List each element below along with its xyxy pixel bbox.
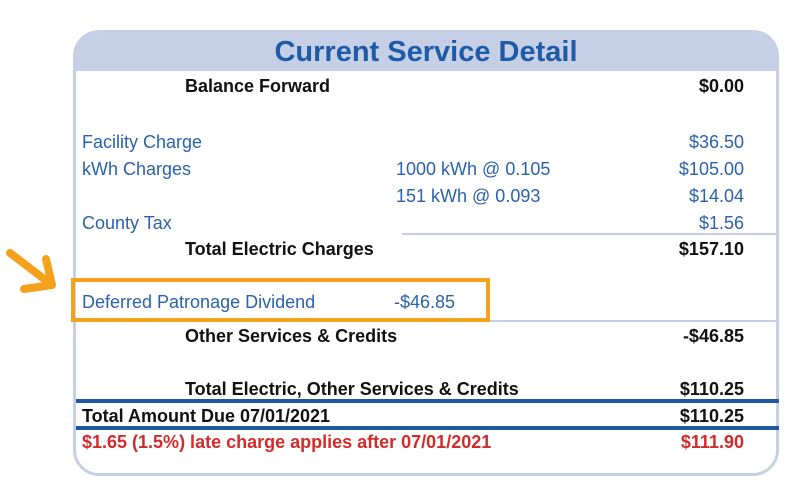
arrow-icon xyxy=(6,249,56,293)
page-title: Current Service Detail xyxy=(274,36,578,68)
county-tax-label: County Tax xyxy=(82,213,172,233)
total-electric-amount: $157.10 xyxy=(678,239,744,259)
dividend-amount: -$46.85 xyxy=(394,292,456,312)
kwh-tier-2-detail: 151 kWh @ 0.093 xyxy=(396,186,541,206)
balance-forward-amount: $0.00 xyxy=(698,76,744,96)
total-combined-amount: $110.25 xyxy=(679,379,744,399)
total-due-label: Total Amount Due 07/01/2021 xyxy=(82,406,331,426)
other-services-amount: -$46.85 xyxy=(682,326,744,346)
total-due-amount: $110.25 xyxy=(679,406,744,426)
total-electric-label: Total Electric Charges xyxy=(185,239,374,259)
divider xyxy=(76,426,779,430)
balance-forward-label: Balance Forward xyxy=(185,76,331,96)
divider xyxy=(402,233,778,235)
dividend-highlight-box xyxy=(71,278,490,322)
other-services-label: Other Services & Credits xyxy=(185,326,398,346)
kwh-tier-1-detail: 1000 kWh @ 0.105 xyxy=(396,159,551,179)
header-band xyxy=(76,33,776,71)
facility-charge-amount: $36.50 xyxy=(688,132,744,152)
kwh-tier-1-amount: $105.00 xyxy=(678,159,744,179)
late-charge-label: $1.65 (1.5%) late charge applies after 0… xyxy=(82,432,492,452)
kwh-charges-label: kWh Charges xyxy=(82,159,192,179)
late-charge-amount: $111.90 xyxy=(680,432,744,452)
kwh-tier-2-amount: $14.04 xyxy=(688,186,744,206)
dividend-label: Deferred Patronage Dividend xyxy=(82,292,316,312)
divider xyxy=(76,399,779,403)
facility-charge-label: Facility Charge xyxy=(82,132,203,152)
divider xyxy=(490,320,778,322)
total-combined-label: Total Electric, Other Services & Credits xyxy=(185,379,519,399)
county-tax-amount: $1.56 xyxy=(698,213,744,233)
